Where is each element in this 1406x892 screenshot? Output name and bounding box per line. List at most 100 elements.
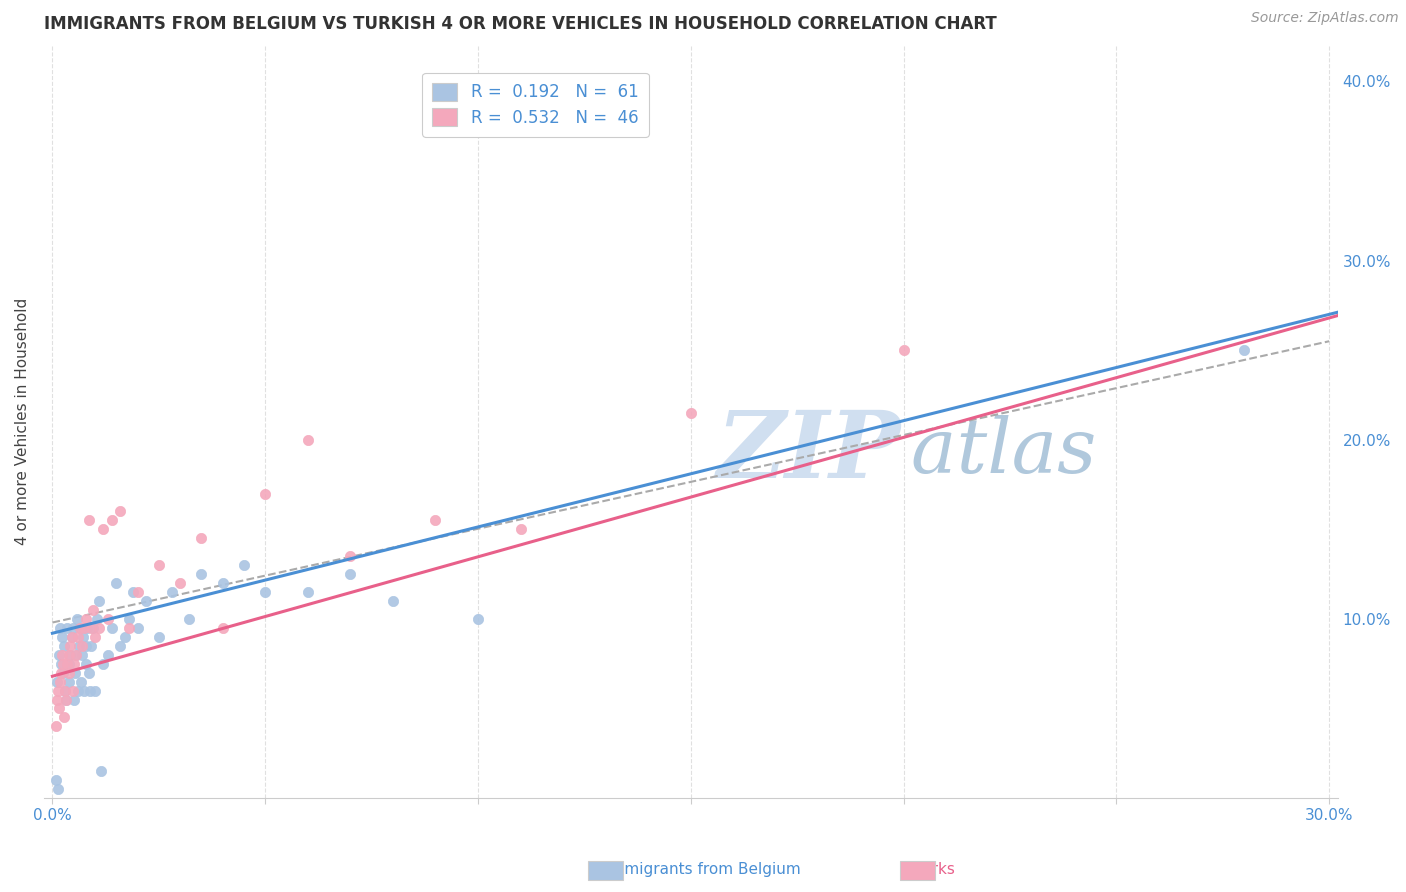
Point — [65, 648, 87, 662]
Point — [190, 531, 212, 545]
Point — [45, 719, 67, 733]
Point — [62, 621, 84, 635]
Point — [110, 639, 132, 653]
Point — [51, 648, 73, 662]
Text: atlas: atlas — [717, 415, 1097, 489]
Point — [135, 594, 157, 608]
Point — [105, 576, 128, 591]
Point — [49, 621, 72, 635]
Y-axis label: 4 or more Vehicles in Household: 4 or more Vehicles in Household — [15, 298, 30, 546]
Point — [90, 764, 112, 779]
Point — [1233, 343, 1256, 358]
Point — [67, 639, 90, 653]
Point — [59, 648, 82, 662]
Point — [254, 585, 277, 599]
Point — [297, 585, 319, 599]
Point — [97, 612, 120, 626]
Point — [55, 692, 77, 706]
Point — [62, 683, 84, 698]
Point — [72, 630, 94, 644]
Point — [58, 648, 80, 662]
Point — [148, 558, 170, 573]
Point — [65, 648, 87, 662]
Point — [679, 406, 702, 420]
Point — [49, 674, 72, 689]
Point — [127, 585, 149, 599]
Text: Source: ZipAtlas.com: Source: ZipAtlas.com — [1251, 11, 1399, 25]
Point — [58, 665, 80, 680]
Point — [51, 630, 73, 644]
Point — [73, 683, 96, 698]
Point — [52, 665, 75, 680]
Text: IMMIGRANTS FROM BELGIUM VS TURKISH 4 OR MORE VEHICLES IN HOUSEHOLD CORRELATION C: IMMIGRANTS FROM BELGIUM VS TURKISH 4 OR … — [44, 15, 997, 33]
Point — [118, 621, 141, 635]
Point — [58, 674, 80, 689]
Point — [59, 639, 82, 653]
Point — [93, 657, 115, 671]
Point — [52, 657, 75, 671]
Point — [297, 433, 319, 447]
Point — [169, 576, 191, 591]
Point — [232, 558, 254, 573]
Point — [86, 612, 108, 626]
Point — [893, 343, 915, 358]
Point — [53, 683, 76, 698]
Legend: R =  0.192   N =  61, R =  0.532   N =  46: R = 0.192 N = 61, R = 0.532 N = 46 — [422, 73, 648, 136]
Point — [60, 630, 83, 644]
Point — [45, 692, 67, 706]
Point — [80, 621, 103, 635]
Point — [79, 683, 101, 698]
Point — [211, 621, 233, 635]
Point — [49, 657, 72, 671]
Point — [75, 657, 97, 671]
Text: ZIP: ZIP — [717, 407, 901, 497]
Point — [70, 674, 93, 689]
Point — [101, 513, 124, 527]
Point — [66, 630, 89, 644]
Point — [127, 621, 149, 635]
Point — [66, 612, 89, 626]
Point — [339, 567, 361, 582]
Point — [89, 621, 111, 635]
Point — [77, 513, 100, 527]
Point — [60, 630, 83, 644]
Point — [75, 612, 97, 626]
Point — [53, 639, 76, 653]
Point — [211, 576, 233, 591]
Point — [58, 657, 80, 671]
Point — [467, 612, 489, 626]
Point — [509, 522, 531, 536]
Point — [339, 549, 361, 564]
Point — [62, 657, 84, 671]
Point — [69, 621, 91, 635]
Point — [118, 612, 141, 626]
Point — [46, 683, 69, 698]
Point — [45, 674, 67, 689]
Point — [80, 639, 103, 653]
Point — [66, 683, 89, 698]
Point — [70, 648, 93, 662]
Text: Immigrants from Belgium: Immigrants from Belgium — [605, 863, 801, 877]
Point — [89, 594, 111, 608]
Point — [56, 657, 79, 671]
Point — [148, 630, 170, 644]
Point — [76, 621, 98, 635]
Point — [77, 665, 100, 680]
Point — [190, 567, 212, 582]
Point — [45, 773, 67, 788]
Point — [75, 639, 97, 653]
Text: Turks: Turks — [915, 863, 955, 877]
Point — [122, 585, 145, 599]
Point — [381, 594, 404, 608]
Point — [63, 665, 86, 680]
Point — [84, 683, 107, 698]
Point — [70, 639, 93, 653]
Point — [62, 692, 84, 706]
Point — [177, 612, 200, 626]
Point — [160, 585, 183, 599]
Point — [82, 603, 104, 617]
Point — [49, 665, 72, 680]
Point — [73, 621, 96, 635]
Point — [110, 504, 132, 518]
Point — [48, 701, 70, 715]
